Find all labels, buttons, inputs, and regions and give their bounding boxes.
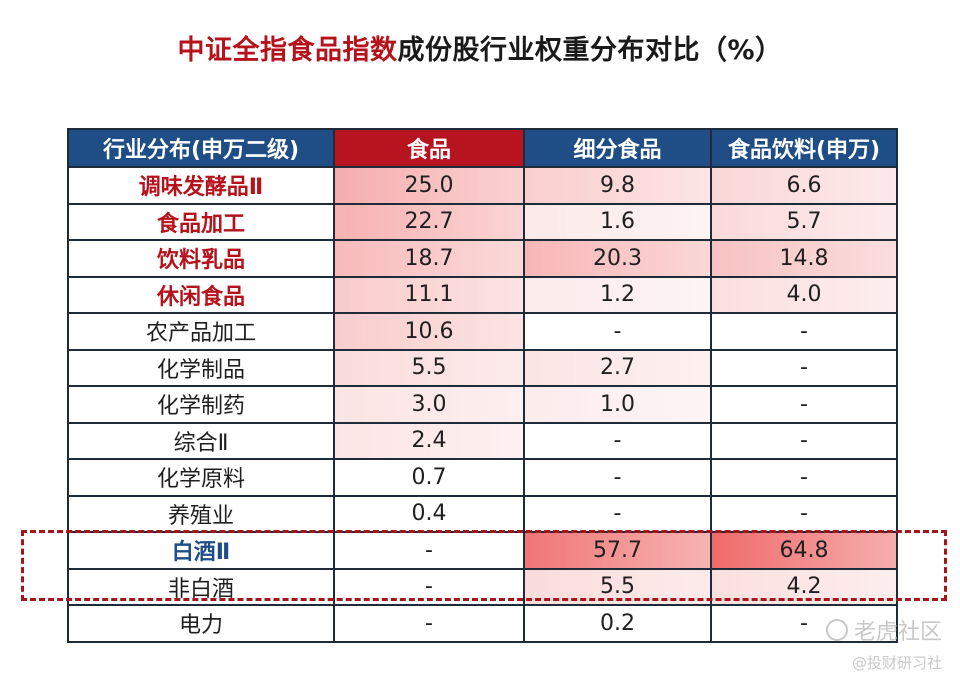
category-cell: 化学原料 [67, 458, 335, 497]
table-row: 食品加工 22.7 1.6 5.7 [67, 202, 898, 241]
value-cell: 18.7 [333, 239, 525, 278]
table-body: 调味发酵品Ⅱ 25.0 9.8 6.6 食品加工 22.7 1.6 5.7 饮料乳品 18.7 20… [67, 166, 898, 643]
value-cell: 9.8 [523, 166, 712, 205]
value-cell: - [710, 312, 898, 351]
weight-table: 行业分布(申万二级) 食品 细分食品 食品饮料(申万) 调味发酵品Ⅱ 25.0 9.… [67, 128, 898, 643]
category-cell: 白酒Ⅱ [67, 531, 335, 570]
value-cell: 2.4 [333, 421, 525, 460]
table-row: 电力 -0.2- [67, 604, 898, 643]
category-cell: 调味发酵品Ⅱ [67, 166, 335, 205]
category-cell: 综合Ⅱ [67, 421, 335, 460]
value-cell: - [523, 494, 712, 533]
table-row: 综合Ⅱ 2.4- - [67, 421, 898, 460]
value-cell: 25.0 [333, 166, 525, 205]
value-cell: 0.4 [333, 494, 525, 533]
value-cell: - [523, 458, 712, 497]
value-cell: 10.6 [333, 312, 525, 351]
category-cell: 化学制品 [67, 348, 335, 387]
header-industry: 行业分布(申万二级) [67, 128, 335, 168]
table-row: 化学制品 5.5 2.7- [67, 348, 898, 387]
value-cell: - [710, 385, 898, 424]
page-title: 中证全指食品指数成份股行业权重分布对比（%） [0, 28, 960, 67]
table-header-row: 行业分布(申万二级) 食品 细分食品 食品饮料(申万) [67, 128, 898, 168]
value-cell: 1.0 [523, 385, 712, 424]
value-cell: 0.7 [333, 458, 525, 497]
table-row: 调味发酵品Ⅱ 25.0 9.8 6.6 [67, 166, 898, 205]
table-row: 休闲食品 11.1 1.2 4.0 [67, 275, 898, 314]
value-cell: 4.2 [710, 567, 898, 606]
value-cell: 0.2 [523, 604, 712, 643]
value-cell: 4.0 [710, 275, 898, 314]
value-cell: - [710, 604, 898, 643]
value-cell: 1.6 [523, 202, 712, 241]
value-cell: 5.5 [333, 348, 525, 387]
value-cell: - [710, 458, 898, 497]
category-cell: 饮料乳品 [67, 239, 335, 278]
watermark-author: @投财研习社 [851, 654, 942, 672]
value-cell: 20.3 [523, 239, 712, 278]
value-cell: - [333, 567, 525, 606]
value-cell: - [710, 421, 898, 460]
table-row: 饮料乳品 18.7 20.3 14.8 [67, 239, 898, 278]
category-cell: 电力 [67, 604, 335, 643]
category-cell: 非白酒 [67, 567, 335, 606]
category-cell: 食品加工 [67, 202, 335, 241]
table-row: 化学原料 0.7- - [67, 458, 898, 497]
value-cell: 1.2 [523, 275, 712, 314]
value-cell: 22.7 [333, 202, 525, 241]
value-cell: - [333, 531, 525, 570]
category-cell: 休闲食品 [67, 275, 335, 314]
value-cell: - [523, 421, 712, 460]
header-food-beverage: 食品饮料(申万) [710, 128, 898, 168]
table-row: 养殖业 0.4- - [67, 494, 898, 533]
value-cell: 5.5 [523, 567, 712, 606]
table-row: 非白酒 -5.5 4.2 [67, 567, 898, 606]
watermark-line1: 老虎社区 [853, 620, 942, 645]
value-cell: - [710, 494, 898, 533]
value-cell: 14.8 [710, 239, 898, 278]
value-cell: 6.6 [710, 166, 898, 205]
value-cell: 64.8 [710, 531, 898, 570]
watermark-community: 老虎社区 [825, 614, 942, 646]
value-cell: - [523, 312, 712, 351]
table-row: 白酒Ⅱ -57.7 64.8 [67, 531, 898, 570]
value-cell: 57.7 [523, 531, 712, 570]
value-cell: 5.7 [710, 202, 898, 241]
category-cell: 农产品加工 [67, 312, 335, 351]
category-cell: 化学制药 [67, 385, 335, 424]
category-cell: 养殖业 [67, 494, 335, 533]
tiger-logo-icon [825, 619, 848, 641]
header-food: 食品 [333, 128, 525, 168]
value-cell: 2.7 [523, 348, 712, 387]
header-sub-food: 细分食品 [523, 128, 712, 168]
value-cell: - [710, 348, 898, 387]
value-cell: - [333, 604, 525, 643]
table-row: 化学制药 3.0 1.0- [67, 385, 898, 424]
title-highlight: 中证全指食品指数 [177, 35, 398, 66]
title-rest: 成份股行业权重分布对比（%） [397, 35, 783, 66]
table-row: 农产品加工 10.6- - [67, 312, 898, 351]
value-cell: 11.1 [333, 275, 525, 314]
value-cell: 3.0 [333, 385, 525, 424]
